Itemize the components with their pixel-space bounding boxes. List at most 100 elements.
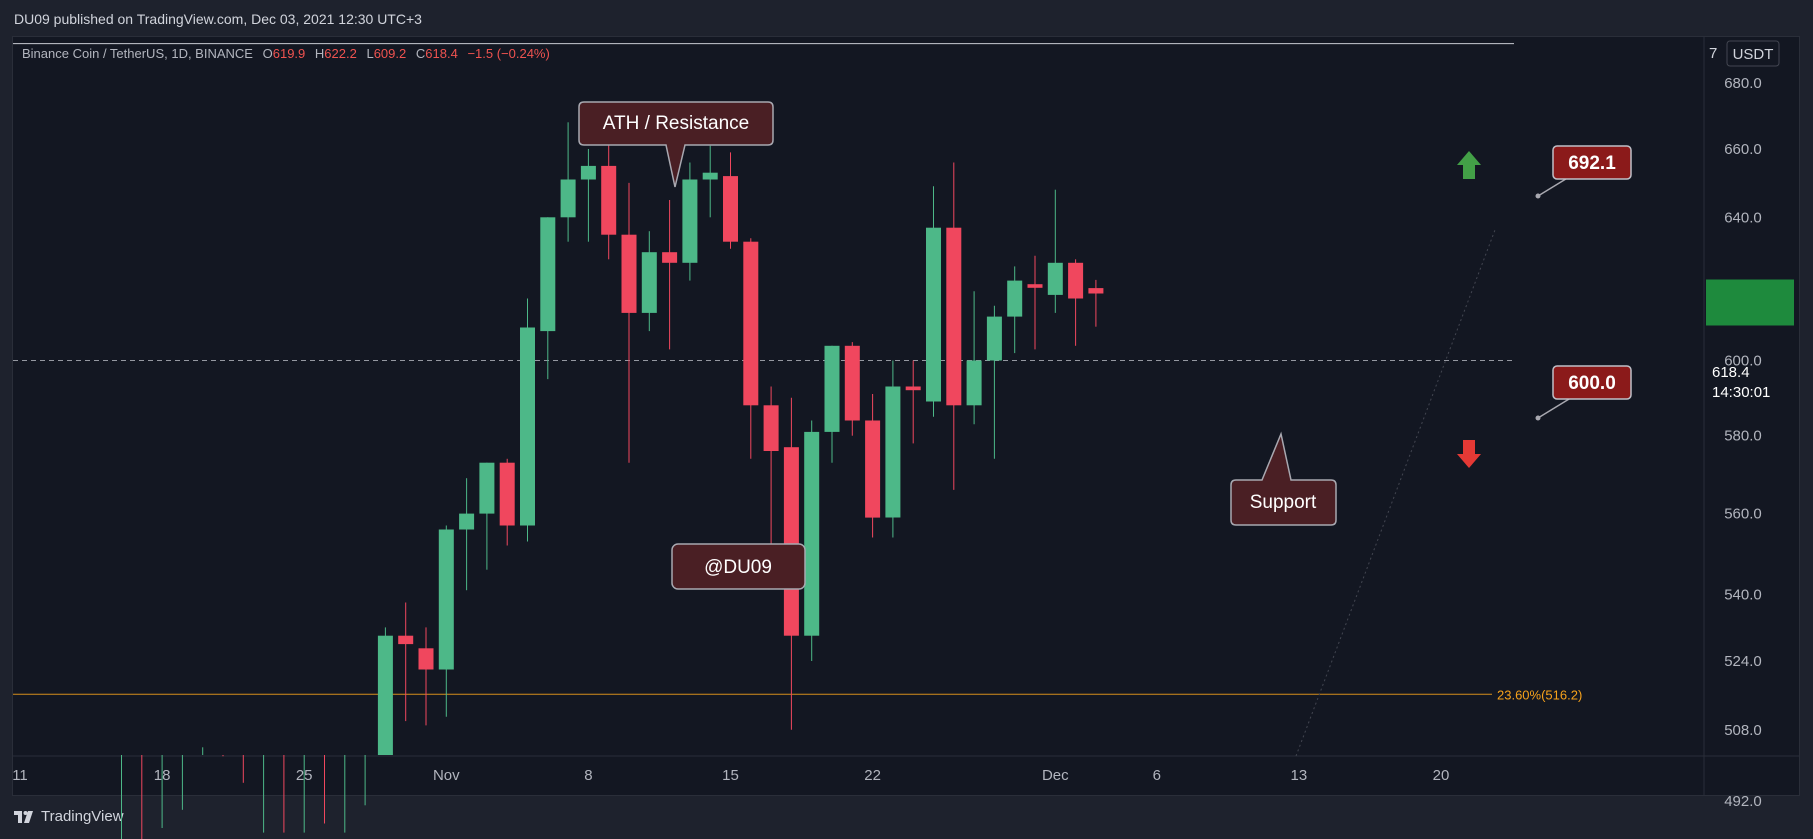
tradingview-logo-icon xyxy=(14,810,33,823)
price-tick-label: 580.0 xyxy=(1724,428,1762,445)
price-tick-label: 492.0 xyxy=(1724,793,1762,810)
candle-up[interactable] xyxy=(580,165,596,180)
footer-bar xyxy=(0,796,1813,839)
candle-up[interactable] xyxy=(966,360,982,406)
legend-high: 622.2 xyxy=(324,46,357,61)
price-tick-label: 560.0 xyxy=(1724,506,1762,523)
time-tick-label: 20 xyxy=(1433,767,1450,784)
candle-down[interactable] xyxy=(723,176,738,242)
price-tick-label: 524.0 xyxy=(1724,653,1762,670)
candle-up[interactable] xyxy=(702,172,718,180)
price-tick-label: 508.0 xyxy=(1724,722,1762,739)
candle-down[interactable] xyxy=(1027,284,1043,288)
candle-down[interactable] xyxy=(905,386,921,391)
legend-close: 618.4 xyxy=(425,46,458,61)
arrow-up-icon xyxy=(1457,151,1481,179)
author-callout-bubble[interactable] xyxy=(671,543,806,590)
candle-up[interactable] xyxy=(540,217,556,332)
published-info: DU09 published on TradingView.com, Dec 0… xyxy=(14,11,422,27)
lower-level-marker[interactable]: 600.0 xyxy=(1535,365,1632,421)
time-tick-label: Dec xyxy=(1042,767,1069,784)
legend-symbol: Binance Coin / TetherUS, 1D, BINANCE xyxy=(22,46,253,61)
time-axis[interactable]: 11 18 25 Nov 8 15 22 Dec 6 13 20 xyxy=(12,767,1449,784)
support-callout-label: Support xyxy=(1250,492,1317,513)
legend-c-label: C xyxy=(416,46,425,61)
candle-down[interactable] xyxy=(783,447,799,636)
candle-up[interactable] xyxy=(1047,262,1063,295)
candle-down[interactable] xyxy=(946,227,962,406)
candle-up[interactable] xyxy=(641,252,657,313)
candle-up[interactable] xyxy=(520,327,535,526)
currency-label: USDT xyxy=(1733,46,1774,63)
tradingview-logo[interactable]: TradingView xyxy=(14,808,124,825)
candle-down[interactable] xyxy=(499,462,515,526)
candle-down[interactable] xyxy=(844,345,860,421)
price-tick-label: 600.0 xyxy=(1724,353,1762,370)
candle-down[interactable] xyxy=(398,635,414,645)
upper-level-value: 692.1 xyxy=(1568,153,1616,174)
time-tick-label: 11 xyxy=(12,767,28,784)
candle-up[interactable] xyxy=(682,179,698,263)
candle-up[interactable] xyxy=(459,513,475,530)
ath-callout-bubble[interactable] xyxy=(578,101,774,188)
candle-down[interactable] xyxy=(662,252,678,263)
candles-group xyxy=(121,122,1104,839)
candle-down[interactable] xyxy=(621,234,637,313)
lower-level-value: 600.0 xyxy=(1568,373,1616,394)
support-callout-bubble[interactable] xyxy=(1230,431,1337,526)
candle-down[interactable] xyxy=(743,241,759,406)
currency-selector[interactable] xyxy=(1726,40,1780,67)
author-callout-label: @DU09 xyxy=(704,557,772,578)
time-tick-label: 8 xyxy=(584,767,592,784)
legend-o-label: O xyxy=(263,46,273,61)
candle-down[interactable] xyxy=(601,165,617,235)
candle-up[interactable] xyxy=(479,462,495,514)
tradingview-brand: TradingView xyxy=(41,808,124,825)
time-tick-label: 22 xyxy=(864,767,881,784)
upper-level-anchor xyxy=(1535,193,1541,199)
candle-up[interactable] xyxy=(1007,280,1023,317)
trend-line[interactable] xyxy=(1295,229,1496,757)
lower-level-anchor xyxy=(1535,415,1541,421)
arrow-down-icon xyxy=(1457,440,1481,468)
candle-down[interactable] xyxy=(763,405,779,451)
candle-down[interactable] xyxy=(1068,262,1084,299)
time-tick-label: 15 xyxy=(722,767,739,784)
legend-open: 619.9 xyxy=(273,46,306,61)
upper-level-marker[interactable]: 692.1 xyxy=(1535,145,1632,199)
candle-up[interactable] xyxy=(438,529,454,670)
last-price-badge-bg xyxy=(1706,279,1794,326)
candle-up[interactable] xyxy=(926,227,941,402)
lower-level-box xyxy=(1552,365,1632,400)
legend-change: −1.5 (−0.24%) xyxy=(467,46,549,61)
price-tick-label: 680.0 xyxy=(1724,75,1762,92)
fib-level-label: 23.60%(516.2) xyxy=(1497,687,1582,702)
candle-down[interactable] xyxy=(418,648,434,670)
candle-up[interactable] xyxy=(824,345,840,432)
price-tick-label: 660.0 xyxy=(1724,141,1762,158)
candle-up[interactable] xyxy=(560,179,576,218)
candle-down[interactable] xyxy=(1088,288,1104,294)
candle-up[interactable] xyxy=(804,431,820,636)
candle-down[interactable] xyxy=(865,420,881,518)
price-tick-label: 640.0 xyxy=(1724,209,1762,226)
last-price-value: 618.4 xyxy=(1712,364,1750,381)
upper-level-box xyxy=(1552,145,1632,180)
price-tick-label: 540.0 xyxy=(1724,586,1762,603)
legend-low: 609.2 xyxy=(374,46,407,61)
last-price-badge[interactable]: 618.4 14:30:01 xyxy=(1706,279,1794,402)
price-axis[interactable]: 720.0680.0660.0640.0600.0580.0560.0540.0… xyxy=(1724,0,1762,810)
legend-l-label: L xyxy=(366,46,373,61)
chart-area[interactable] xyxy=(12,36,1800,796)
time-tick-label: 6 xyxy=(1153,767,1161,784)
candle-up[interactable] xyxy=(377,635,393,755)
bar-countdown: 14:30:01 xyxy=(1712,384,1770,401)
chart-legend: Binance Coin / TetherUS, 1D, BINANCE O61… xyxy=(22,46,550,61)
candle-up[interactable] xyxy=(986,316,1002,361)
ath-callout-label: ATH / Resistance xyxy=(603,113,749,134)
price-axis-cut-label: 7 xyxy=(1709,45,1717,62)
legend-h-label: H xyxy=(315,46,324,61)
time-tick-label: Nov xyxy=(433,767,460,784)
candle-up[interactable] xyxy=(885,386,901,518)
